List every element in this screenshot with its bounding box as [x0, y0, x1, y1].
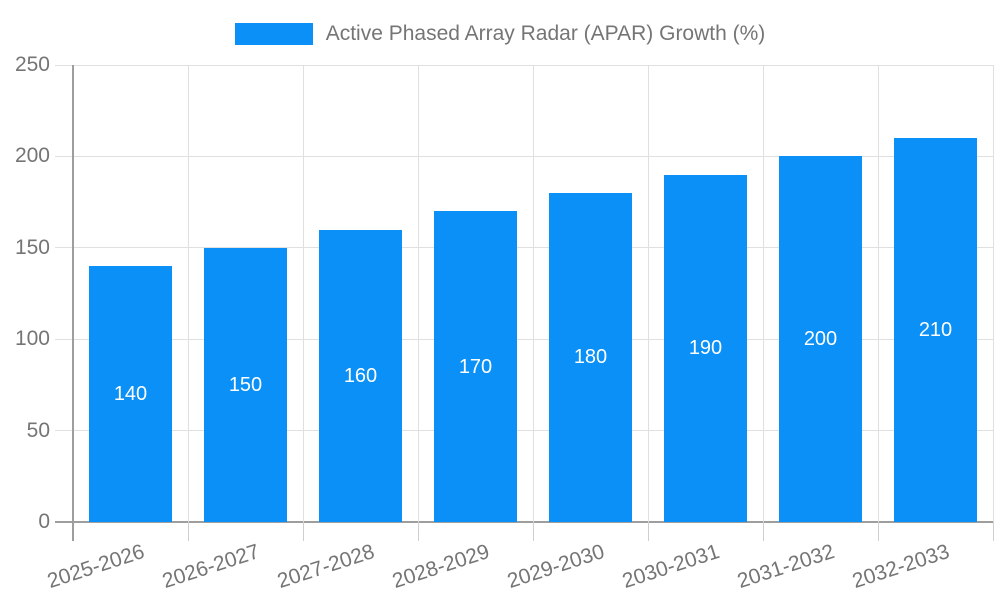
bar-value-label: 170 — [458, 355, 493, 378]
x-axis-tick — [647, 522, 649, 541]
y-gridline — [55, 430, 993, 432]
bar-value-label: 160 — [343, 364, 378, 387]
bar[interactable] — [319, 229, 402, 522]
bar[interactable] — [549, 192, 632, 522]
x-gridline — [417, 65, 419, 522]
x-tick-label: 2028-2029 — [389, 540, 493, 593]
x-axis-tick — [877, 522, 879, 541]
y-tick-label: 250 — [14, 53, 50, 76]
bar[interactable] — [434, 211, 517, 522]
bar-value-label: 200 — [803, 328, 838, 351]
x-axis-tick — [762, 522, 764, 541]
y-gridline — [55, 155, 993, 157]
y-gridline — [55, 247, 993, 249]
x-axis-tick — [992, 522, 994, 541]
x-gridline — [992, 65, 994, 522]
x-tick-label: 2025-2026 — [44, 540, 148, 593]
bar-value-label: 180 — [573, 346, 608, 369]
y-gridline — [55, 338, 993, 340]
bar-value-label: 190 — [688, 337, 723, 360]
bar[interactable] — [89, 266, 172, 522]
legend: Active Phased Array Radar (APAR) Growth … — [0, 21, 1000, 47]
x-tick-label: 2027-2028 — [274, 540, 378, 593]
bar-value-label: 150 — [228, 373, 263, 396]
x-tick-label: 2032-2033 — [849, 540, 953, 593]
x-gridline — [647, 65, 649, 522]
x-axis-tick — [302, 522, 304, 541]
x-gridline — [187, 65, 189, 522]
y-axis-line — [72, 65, 74, 541]
x-axis-tick — [532, 522, 534, 541]
x-tick-label: 2026-2027 — [159, 540, 263, 593]
x-axis-tick — [187, 522, 189, 541]
x-gridline — [877, 65, 879, 522]
bar[interactable] — [204, 247, 287, 522]
y-gridline — [55, 64, 993, 66]
x-tick-label: 2030-2031 — [619, 540, 723, 593]
x-tick-label: 2031-2032 — [734, 540, 838, 593]
y-tick-label: 100 — [14, 327, 50, 351]
bar[interactable] — [779, 156, 862, 522]
y-tick-label: 50 — [26, 418, 50, 442]
x-axis-line — [55, 521, 993, 523]
bar[interactable] — [894, 138, 977, 522]
bar-value-label: 210 — [918, 319, 953, 342]
x-gridline — [532, 65, 534, 522]
x-tick-label: 2029-2030 — [504, 540, 608, 593]
legend-label: Active Phased Array Radar (APAR) Growth … — [325, 22, 766, 45]
x-gridline — [762, 65, 764, 522]
bar-value-label: 140 — [113, 383, 148, 406]
y-tick-label: 200 — [14, 144, 50, 168]
y-tick-label: 150 — [14, 235, 50, 259]
x-gridline — [302, 65, 304, 522]
bar[interactable] — [664, 174, 747, 522]
x-axis-tick — [417, 522, 419, 541]
y-tick-label: 0 — [38, 510, 50, 533]
legend-swatch — [234, 23, 313, 45]
